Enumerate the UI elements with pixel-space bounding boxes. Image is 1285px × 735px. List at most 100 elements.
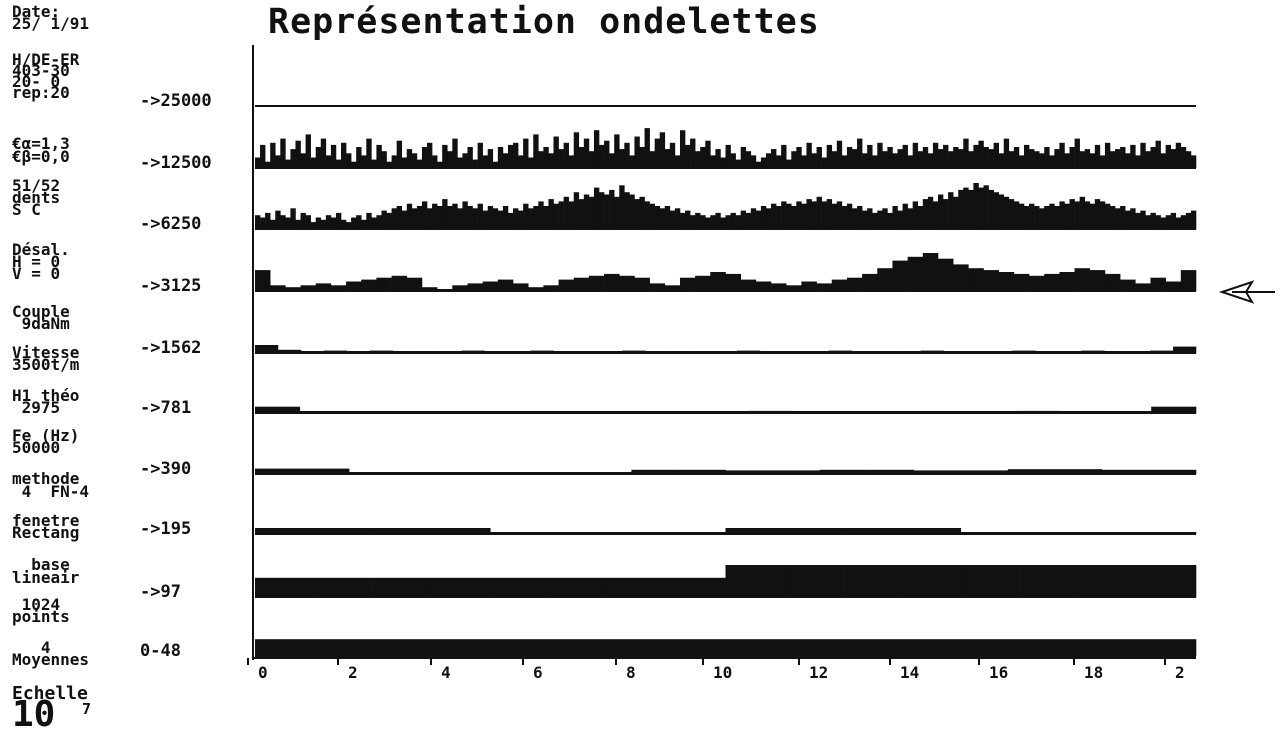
- band-bar: [490, 532, 550, 534]
- x-tick-label: 4: [441, 663, 451, 682]
- band-bar: [801, 155, 807, 168]
- band-bar: [255, 639, 1197, 656]
- band-bar: [553, 203, 559, 229]
- band-bar: [255, 406, 301, 413]
- band-bar: [755, 210, 762, 229]
- band-bar: [467, 147, 473, 168]
- band-bar: [401, 157, 408, 168]
- band-bar: [1104, 142, 1111, 168]
- band-bar: [490, 472, 538, 474]
- band-bar: [1044, 147, 1050, 168]
- side-info-block: H/DE-ER 403-30 20- 0 rep:20: [12, 50, 80, 102]
- band-bar: [391, 155, 397, 168]
- band-bar: [482, 210, 489, 229]
- band-bar: [1140, 142, 1146, 168]
- band-bar: [346, 281, 362, 291]
- band-bar: [528, 287, 544, 291]
- band-bar: [703, 411, 749, 413]
- band-bar: [826, 199, 833, 229]
- x-tick-label: 10: [713, 663, 732, 682]
- band-bar: [1061, 411, 1107, 413]
- band-bar: [1099, 155, 1106, 168]
- band-bar: [740, 147, 747, 168]
- band-bar: [507, 351, 531, 353]
- band-bar: [609, 153, 615, 168]
- band-bar: [725, 144, 731, 168]
- band-bar: [1115, 208, 1121, 229]
- band-bar: [1109, 206, 1116, 229]
- band-bar: [629, 155, 635, 168]
- band-bar: [781, 144, 787, 168]
- band-bar: [710, 155, 716, 168]
- band-bar: [502, 153, 509, 168]
- band-bar: [1180, 215, 1187, 229]
- band-bar: [659, 208, 666, 229]
- side-info-block: Désal. H = 0 V = 0: [12, 240, 70, 283]
- band-bar: [932, 201, 939, 229]
- band-bar: [295, 219, 301, 229]
- band-bar: [971, 411, 1018, 413]
- band-bar: [270, 285, 286, 291]
- band-bar: [537, 472, 585, 474]
- band-bar: [406, 149, 413, 168]
- band-bar: [983, 270, 999, 291]
- band-bar: [356, 147, 362, 168]
- side-info-block: 51/52 dents S C: [12, 176, 61, 219]
- band-bar: [487, 206, 494, 229]
- band-bar: [1069, 147, 1075, 168]
- band-bar: [513, 283, 529, 291]
- band-bar: [816, 196, 822, 229]
- band-bar: [907, 155, 913, 168]
- band-bar: [691, 351, 715, 353]
- band-bar: [872, 212, 878, 229]
- band-bar: [892, 260, 908, 291]
- band-bar: [578, 199, 585, 229]
- band-bar: [978, 187, 984, 229]
- band-bar: [1094, 144, 1101, 168]
- band-bar: [1120, 147, 1126, 168]
- band-bar: [310, 222, 317, 229]
- band-bar: [255, 468, 303, 474]
- band-bar: [1170, 212, 1177, 229]
- band-bar: [907, 208, 913, 229]
- band-bar: [442, 144, 448, 168]
- band-bar: [1160, 153, 1166, 168]
- band-bar: [666, 577, 726, 597]
- band-bar: [867, 144, 873, 168]
- band-bar: [1049, 203, 1055, 229]
- band-bar: [1059, 142, 1065, 168]
- band-bar: [563, 196, 569, 229]
- band-bar: [624, 142, 630, 168]
- band-bar: [948, 192, 954, 229]
- band-bar: [735, 215, 741, 229]
- band-bar: [821, 157, 827, 168]
- band-bar: [1140, 210, 1146, 229]
- band-bar: [578, 147, 585, 168]
- band-bar: [927, 196, 934, 229]
- band-bar: [323, 350, 348, 353]
- band-bar: [583, 194, 590, 229]
- band-bar: [443, 472, 491, 474]
- band-bar: [588, 275, 605, 291]
- band-bar: [1165, 144, 1172, 168]
- band-bar: [846, 147, 853, 168]
- band-bar: [740, 279, 757, 291]
- band-bar: [356, 215, 362, 229]
- band-bar: [705, 140, 711, 168]
- band-bar: [477, 142, 483, 168]
- band-bar: [1137, 565, 1197, 597]
- band-bar: [690, 215, 696, 229]
- band-bar: [553, 136, 559, 168]
- band-bar: [1013, 273, 1030, 291]
- band-bar: [255, 270, 271, 291]
- band-bar: [710, 272, 726, 291]
- band-bar: [280, 215, 286, 229]
- band-bar: [614, 196, 620, 229]
- band-bar: [1029, 275, 1045, 291]
- band-bar: [386, 161, 392, 168]
- band-bar: [376, 144, 382, 168]
- band-bar: [695, 151, 701, 168]
- band-bar: [1150, 147, 1156, 168]
- band-bar: [344, 411, 390, 413]
- band-bar: [1003, 196, 1010, 229]
